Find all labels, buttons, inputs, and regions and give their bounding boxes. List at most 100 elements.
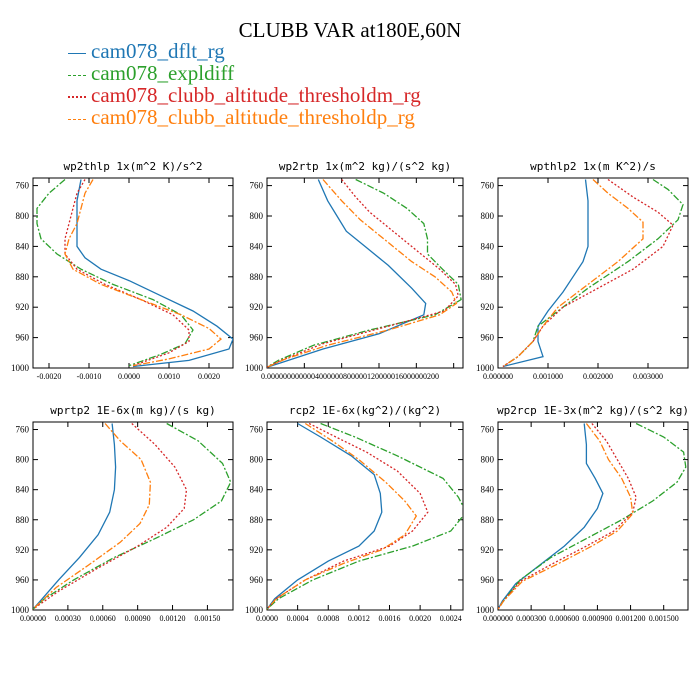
x-tick-label: -0.0010 <box>77 372 102 381</box>
y-tick-label: 760 <box>16 425 30 435</box>
legend-item: cam078_expldiff <box>68 62 421 84</box>
y-tick-label: 800 <box>250 455 264 465</box>
x-tick-label: 0.0000 <box>256 614 278 623</box>
legend-item: cam078_dflt_rg <box>68 40 421 62</box>
x-tick-label: 0.000000 <box>483 372 513 381</box>
legend-swatch <box>68 74 86 76</box>
legend-label: cam078_dflt_rg <box>91 39 225 63</box>
panel-title: wprtp2 1E-6x(m kg)/(s kg) <box>50 404 216 417</box>
y-tick-label: 960 <box>250 575 264 585</box>
x-tick-label: 0.0004 <box>287 614 309 623</box>
series-line <box>33 423 117 610</box>
x-tick-label: 0.001000 <box>533 372 563 381</box>
series-line <box>267 422 429 610</box>
series-line <box>36 179 194 367</box>
y-tick-label: 920 <box>250 545 264 555</box>
plot-frame <box>497 177 689 369</box>
x-tick-label: 0.00000000000040000008000001200000160000… <box>261 372 439 381</box>
chart-panel: wp2rcp 1E-3x(m^2 kg)/(s^2 kg)760 800 840 88… <box>476 404 689 623</box>
chart-panel: wprtp2 1E-6x(m kg)/(s kg) 760 800 840 880 920… <box>11 404 234 623</box>
chart-title: CLUBB VAR at180E,60N <box>238 18 462 42</box>
y-tick-label: 880 <box>250 515 264 525</box>
x-tick-label: 0.0024 <box>440 614 462 623</box>
y-tick-label: 840 <box>481 485 495 495</box>
plot-frame <box>266 177 464 369</box>
plot-frame <box>32 177 234 369</box>
series-line <box>267 422 418 610</box>
x-tick-label: 0.0020 <box>409 614 431 623</box>
x-tick-label: -0.0020 <box>37 372 62 381</box>
series-line <box>498 423 604 610</box>
y-tick-label: 1000 <box>245 605 264 615</box>
series-line <box>502 179 644 368</box>
y-tick-label: 920 <box>481 545 495 555</box>
series-line <box>64 179 223 367</box>
y-tick-label: 760 <box>481 425 495 435</box>
legend-swatch <box>68 118 86 120</box>
y-tick-label: 880 <box>16 515 30 525</box>
y-tick-label: 840 <box>250 485 264 495</box>
y-tick-label: 800 <box>16 455 30 465</box>
panel-title: wpthlp2 1x(m K^2)/s <box>530 160 656 173</box>
y-tick-label: 760 <box>16 181 30 191</box>
y-tick-label: 960 <box>481 333 495 343</box>
series-line <box>267 179 458 368</box>
series-line <box>33 423 188 610</box>
y-tick-label: 760 <box>250 425 264 435</box>
chart-panel: wpthlp2 1x(m K^2)/s 760 800 840 880 920 960 100… <box>476 160 689 381</box>
series-line <box>502 178 684 368</box>
x-tick-label: 0.0008 <box>317 614 339 623</box>
series-line <box>498 423 637 610</box>
series-line <box>267 179 460 368</box>
y-tick-label: 1000 <box>245 363 264 373</box>
y-tick-label: 1000 <box>11 363 30 373</box>
legend-label: cam078_clubb_altitude_thresholdm_rg <box>91 83 421 107</box>
y-tick-label: 800 <box>250 211 264 221</box>
y-tick-label: 880 <box>481 515 495 525</box>
legend-item: cam078_clubb_altitude_thresholdm_rg <box>68 84 421 106</box>
x-tick-label: 0.000900 <box>582 614 612 623</box>
chart-panel: wp2thlp 1x(m^2 K)/s^2 760 800 840 880 920 960 1… <box>11 160 234 381</box>
y-tick-label: 960 <box>250 333 264 343</box>
series-line <box>498 422 687 610</box>
y-tick-label: 1000 <box>476 363 495 373</box>
x-tick-label: 0.000300 <box>516 614 546 623</box>
x-tick-label: 0.000600 <box>549 614 579 623</box>
y-tick-label: 880 <box>481 272 495 282</box>
y-tick-label: 960 <box>16 575 30 585</box>
x-tick-label: 0.00060 <box>90 614 116 623</box>
x-tick-label: 0.0000 <box>118 372 140 381</box>
x-tick-label: 0.00090 <box>125 614 151 623</box>
panel-title: rcp2 1E-6x(kg^2)/(kg^2) <box>289 404 441 417</box>
y-tick-label: 840 <box>16 241 30 251</box>
x-tick-label: 0.0016 <box>379 614 401 623</box>
legend-swatch <box>68 52 86 54</box>
series-line <box>33 423 152 610</box>
x-tick-label: 0.00000 <box>20 614 46 623</box>
series-line <box>33 422 232 610</box>
y-tick-label: 840 <box>16 485 30 495</box>
chart-panel: wp2rtp 1x(m^2 kg)/(s^2 kg) 760 800 840 880 92… <box>245 160 464 381</box>
y-tick-label: 840 <box>250 241 264 251</box>
y-tick-label: 1000 <box>11 605 30 615</box>
x-tick-label: 0.00150 <box>194 614 220 623</box>
y-tick-label: 920 <box>250 302 264 312</box>
x-tick-label: 0.000000 <box>483 614 513 623</box>
series-line <box>502 179 589 368</box>
panel-title: wp2rcp 1E-3x(m^2 kg)/(s^2 kg) <box>497 404 689 417</box>
y-tick-label: 800 <box>481 455 495 465</box>
legend-label: cam078_clubb_altitude_thresholdp_rg <box>91 105 415 129</box>
y-tick-label: 920 <box>481 302 495 312</box>
y-tick-label: 880 <box>16 272 30 282</box>
x-tick-label: 0.0012 <box>348 614 370 623</box>
chart-panel: rcp2 1E-6x(kg^2)/(kg^2) 760 800 840 880 920 96… <box>245 404 464 623</box>
y-tick-label: 920 <box>16 302 30 312</box>
y-tick-label: 760 <box>250 181 264 191</box>
series-line <box>267 422 463 610</box>
y-tick-label: 800 <box>481 211 495 221</box>
legend-swatch <box>68 96 86 99</box>
series-line <box>267 422 383 610</box>
panel-title: wp2rtp 1x(m^2 kg)/(s^2 kg) <box>279 160 451 173</box>
x-tick-label: 0.002000 <box>583 372 613 381</box>
